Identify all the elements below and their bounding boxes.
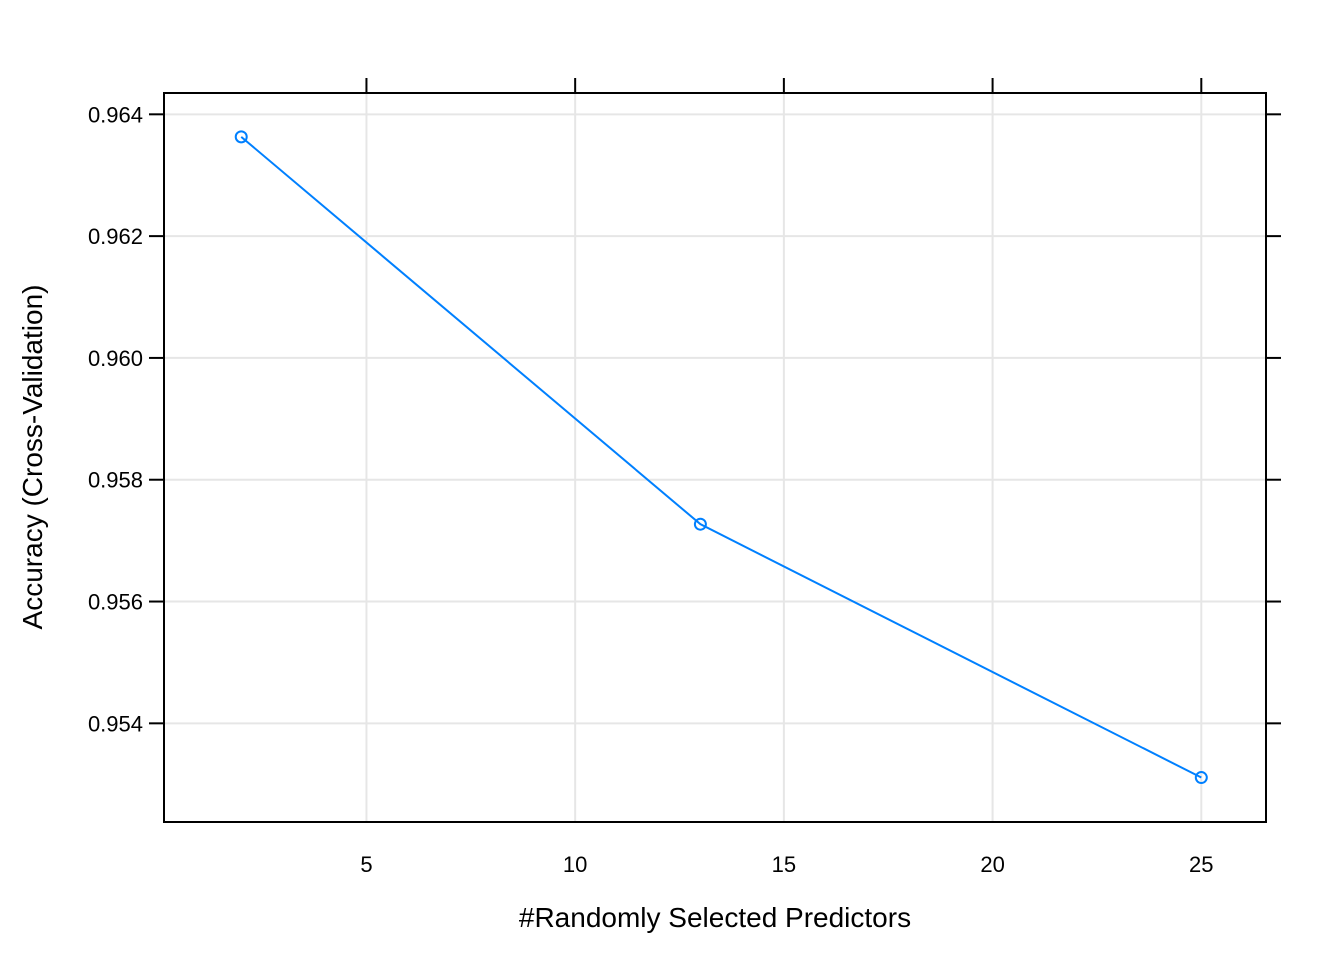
grid-lines xyxy=(164,93,1266,822)
x-tick-label: 20 xyxy=(980,852,1004,877)
y-tick-label: 0.954 xyxy=(88,711,143,736)
y-axis-title: Accuracy (Cross-Validation) xyxy=(17,285,48,630)
y-axis-tick-labels: 0.954 0.956 0.958 0.960 0.962 0.964 xyxy=(88,102,143,736)
data-point xyxy=(1194,771,1208,785)
plot-panel-border xyxy=(163,92,1267,823)
y-tick-label: 0.960 xyxy=(88,346,143,371)
y-tick-label: 0.958 xyxy=(88,468,143,493)
x-tick-label: 25 xyxy=(1189,852,1213,877)
x-axis-title: #Randomly Selected Predictors xyxy=(519,902,911,933)
x-tick-label: 10 xyxy=(563,852,587,877)
data-point xyxy=(693,517,707,531)
y-tick-label: 0.962 xyxy=(88,224,143,249)
series-line xyxy=(240,136,1202,779)
x-tick-label: 15 xyxy=(772,852,796,877)
x-tick-label: 5 xyxy=(360,852,372,877)
y-tick-label: 0.964 xyxy=(88,102,143,127)
series-layer xyxy=(234,130,1208,785)
y-tick-label: 0.956 xyxy=(88,590,143,615)
x-axis-tick-labels: 5 10 15 20 25 xyxy=(360,852,1213,877)
axis-ticks xyxy=(149,78,1281,725)
data-point xyxy=(234,130,248,144)
